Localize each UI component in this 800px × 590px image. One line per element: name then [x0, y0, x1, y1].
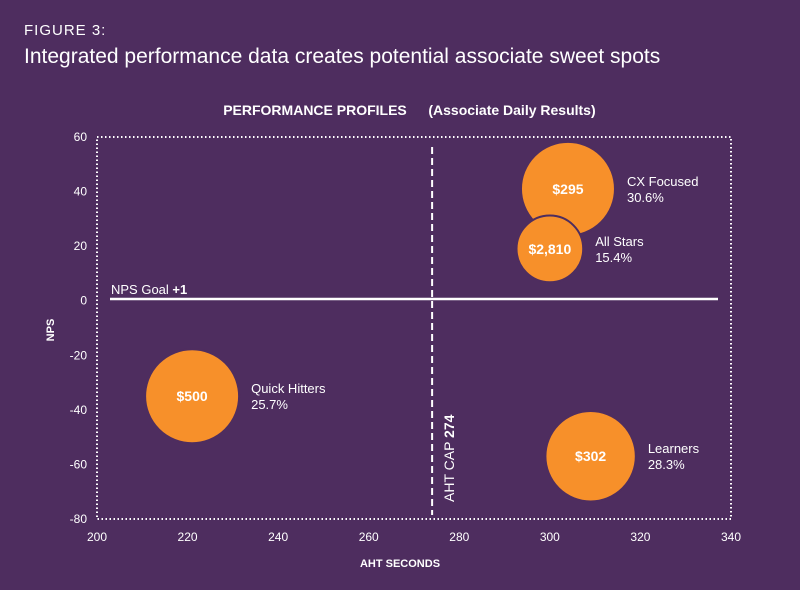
x-tick-label: 300: [540, 530, 560, 544]
chart-subtitle: (Associate Daily Results): [428, 102, 595, 118]
y-tick-label: -80: [70, 512, 88, 526]
x-tick-label: 260: [359, 530, 379, 544]
y-tick-label: 40: [74, 185, 88, 199]
y-tick-label: -20: [70, 348, 88, 362]
aht-cap-value: 274: [441, 414, 457, 438]
bubble-value-label: $302: [575, 448, 606, 464]
x-tick-label: 340: [721, 530, 741, 544]
bubble-mark: [144, 348, 241, 445]
bubble-name-label: CX Focused: [627, 174, 699, 189]
y-tick-label: 60: [74, 130, 88, 144]
y-tick-label: 0: [80, 294, 87, 308]
x-tick-label: 320: [630, 530, 650, 544]
bubble-name-label: Learners: [648, 441, 700, 456]
x-tick-label: 200: [87, 530, 107, 544]
y-tick-label: -60: [70, 457, 88, 471]
bubble-name-label: Quick Hitters: [251, 381, 326, 396]
bubble-share-label: 30.6%: [627, 190, 664, 205]
y-tick-label: 20: [74, 239, 88, 253]
plot-frame: [96, 136, 732, 520]
chart-title: PERFORMANCE PROFILES: [223, 102, 407, 118]
bubble-value-label: $500: [177, 388, 208, 404]
x-tick-label: 220: [178, 530, 198, 544]
y-tick-label: -40: [70, 403, 88, 417]
aht-cap-label: AHT CAP 274: [441, 414, 457, 502]
bubble-value-label: $2,810: [528, 241, 571, 257]
figure-title: Integrated performance data creates pote…: [24, 45, 661, 68]
figure-label: FIGURE 3:: [24, 22, 107, 39]
bubble-mark: [544, 410, 637, 503]
nps-goal-label: NPS Goal +1: [111, 282, 187, 297]
bubble-share-label: 15.4%: [595, 250, 632, 265]
bubble-name-label: All Stars: [595, 234, 644, 249]
bubble-mark: [515, 214, 585, 284]
nps-goal-value: +1: [172, 282, 187, 297]
bubble-value-label: $295: [552, 181, 583, 197]
y-axis-label: NPS: [45, 319, 57, 342]
bubble-share-label: 28.3%: [648, 457, 685, 472]
bubble-share-label: 25.7%: [251, 397, 288, 412]
x-tick-label: 240: [268, 530, 288, 544]
x-axis-label: AHT SECONDS: [360, 558, 440, 570]
reference-lines: NPS Goal +1 AHT CAP 274: [110, 147, 718, 515]
x-tick-label: 280: [449, 530, 469, 544]
axis-ticks: 200 220 240 260 280 300 320 3406040200-20-40-60…: [70, 130, 742, 544]
